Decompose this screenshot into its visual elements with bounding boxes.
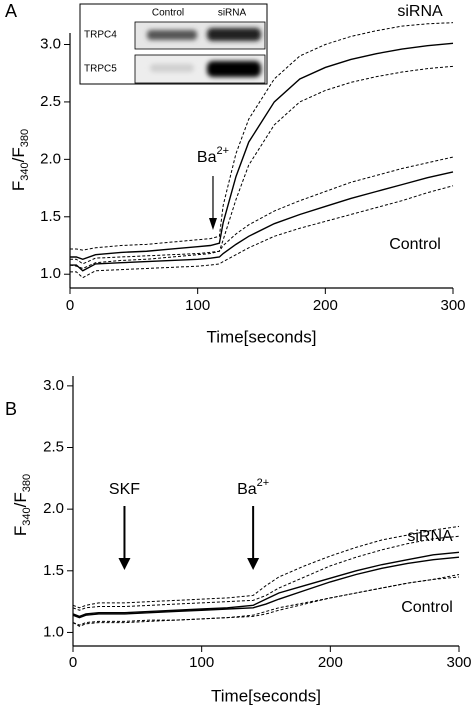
annotation-label: SKF [109, 481, 140, 498]
y-tick-label: 1.5 [40, 208, 61, 225]
bound-line [69, 65, 454, 270]
y-tick-label: 2.0 [43, 500, 64, 517]
blot-band [150, 64, 194, 72]
bound-line [72, 576, 460, 626]
y-axis-label-part: 340 [21, 507, 33, 525]
y-tick-label: 2.5 [40, 93, 61, 110]
y-tick-label: 3.0 [40, 35, 61, 52]
x-tick-label: 200 [318, 654, 343, 671]
inset-row-label: TRPC5 [84, 64, 117, 75]
annotation-label-part: Ba [237, 481, 257, 498]
inset-column-label: Control [152, 8, 184, 19]
y-axis-label-part: F [11, 526, 30, 536]
inset-column-label: siRNA [218, 8, 247, 19]
x-axis-label: Time[seconds] [207, 327, 317, 346]
panel-label: A [5, 1, 17, 21]
y-tick-label: 3.0 [43, 377, 64, 394]
y-axis-label-part: F [9, 181, 28, 191]
x-tick-label: 100 [185, 297, 210, 314]
y-axis-label-part: 340 [19, 162, 31, 180]
annotation-label-part: 2+ [257, 477, 270, 489]
mean-line [72, 556, 460, 619]
mean-line [72, 551, 460, 618]
bound-line [70, 156, 454, 265]
blot-band [147, 30, 197, 40]
x-tick-label: 300 [446, 654, 471, 671]
arrow-head [208, 218, 217, 230]
y-axis-label: F340/F380 [11, 474, 32, 536]
annotation-label-part: Ba [197, 149, 217, 166]
series-label: Control [401, 599, 453, 616]
arrow-head [247, 558, 260, 570]
y-tick-label: 1.5 [43, 562, 64, 579]
bound-line [72, 525, 460, 609]
annotation-label: Ba2+ [237, 477, 269, 498]
bound-line [70, 185, 454, 279]
x-axis-label: Time[seconds] [211, 686, 321, 705]
x-tick-label: 200 [313, 297, 338, 314]
x-tick-label: 300 [440, 297, 465, 314]
y-axis-label: F340/F380 [9, 129, 30, 191]
blot-band [207, 61, 261, 77]
bound-line [72, 535, 460, 611]
x-tick-label: 0 [69, 654, 77, 671]
annotation-label: Ba2+ [197, 145, 229, 166]
series-label: Control [389, 236, 441, 253]
arrow-head [118, 558, 131, 570]
bound-line [70, 22, 454, 251]
mean-line [70, 42, 454, 261]
y-axis-label-part: /F [11, 492, 30, 507]
y-tick-label: 1.0 [43, 623, 64, 640]
x-tick-label: 0 [66, 297, 74, 314]
y-axis-label-part: /F [9, 147, 28, 162]
x-tick-label: 100 [189, 654, 214, 671]
y-tick-label: 1.0 [40, 265, 61, 282]
annotation-label-part: SKF [109, 481, 140, 498]
series-label: siRNA [397, 3, 443, 20]
y-tick-label: 2.5 [43, 438, 64, 455]
inset-row-label: TRPC4 [84, 30, 117, 41]
y-axis-label-part: 380 [19, 129, 31, 147]
panel-label: B [5, 399, 17, 419]
y-tick-label: 2.0 [40, 150, 61, 167]
bound-line [72, 573, 460, 627]
mean-line [70, 171, 454, 272]
blot-band [207, 28, 261, 41]
annotation-label-part: 2+ [217, 145, 230, 157]
inset-blot [79, 3, 268, 85]
y-axis-label-part: 380 [21, 474, 33, 492]
